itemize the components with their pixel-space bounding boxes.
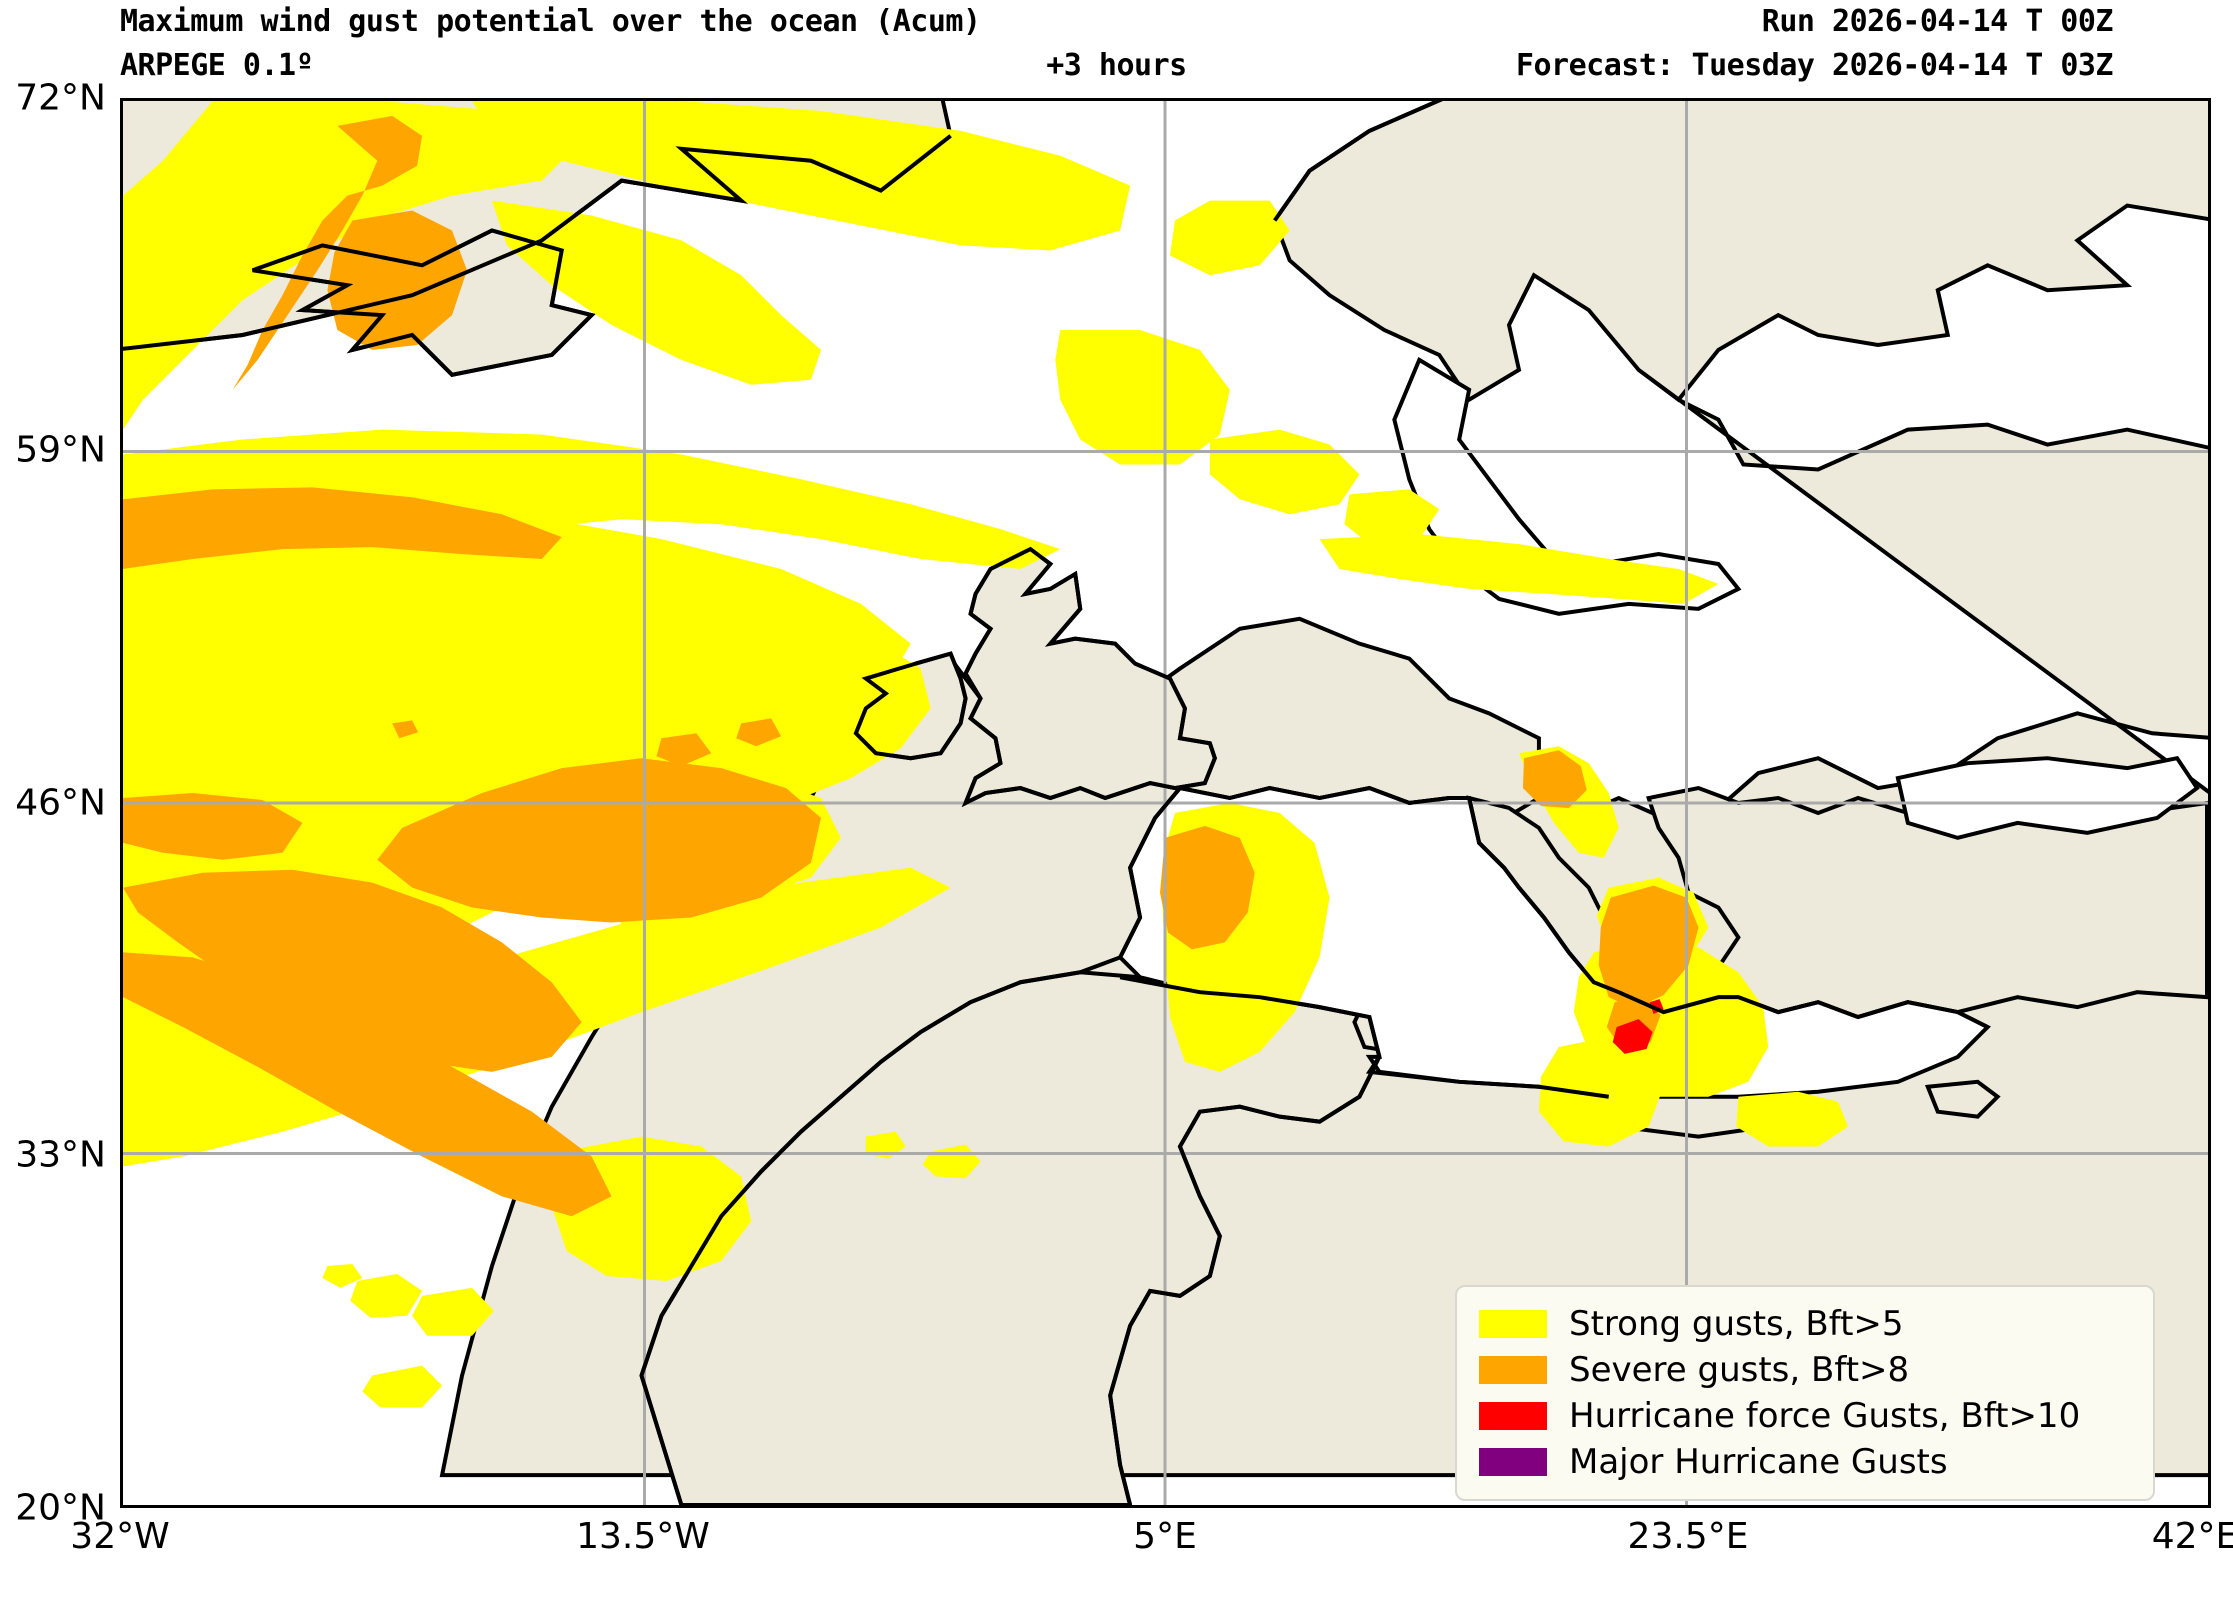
coastline-north-africa: [1119, 975, 1610, 1099]
legend-item-severe[interactable]: Severe gusts, Bft>8: [1479, 1347, 2133, 1393]
lead-time-label: +3 hours: [1046, 48, 1187, 83]
gust-layer-severe: [123, 115, 1699, 1217]
legend-swatch-severe: [1479, 1356, 1547, 1384]
gust-strong-barents: [1169, 200, 1290, 276]
gust-strong-denmark-strait: [123, 101, 582, 430]
legend-item-hurricane[interactable]: Hurricane force Gusts, Bft>10: [1479, 1393, 2133, 1439]
legend-label-severe: Severe gusts, Bft>8: [1569, 1350, 1910, 1390]
gust-strong-kattegat: [1344, 489, 1440, 545]
legend-swatch-major-hurricane: [1479, 1448, 1547, 1476]
gust-strong-canary-a: [350, 1273, 423, 1318]
gust-severe-aegean: [1598, 885, 1699, 1010]
coastline-greenland: [123, 134, 952, 351]
coastline-ireland: [853, 651, 968, 761]
gust-strong-norwegian-sea: [471, 101, 1131, 251]
gust-severe-atlantic-tail: [123, 952, 612, 1217]
x-tick-label-32w: 32°W: [70, 1516, 170, 1557]
gust-strong-baltic-band: [1319, 534, 1719, 604]
legend-label-hurricane: Hurricane force Gusts, Bft>10: [1569, 1396, 2081, 1436]
forecast-label: Forecast: Tuesday 2026-04-14 T 03Z: [1515, 48, 2114, 83]
model-label: ARPEGE 0.1º: [120, 48, 314, 83]
gust-strong-morocco: [551, 1136, 752, 1281]
gust-severe-atlantic-core: [377, 758, 821, 923]
coastline-scandinavia: [1273, 101, 1443, 222]
gust-hurricane-aegean: [1612, 1019, 1653, 1054]
gust-severe-adriatic: [1522, 750, 1587, 808]
run-label: Run 2026-04-14 T 00Z: [1761, 4, 2114, 39]
y-tick-label-33n: 33°N: [15, 1134, 106, 1176]
gust-severe-atlantic-north-band: [123, 487, 562, 569]
page-title: Maximum wind gust potential over the oce…: [120, 4, 981, 39]
gust-strong-levant: [1736, 1091, 1849, 1147]
coastline-iberia-morocco: [639, 955, 1121, 1505]
legend-box[interactable]: Strong gusts, Bft>5 Severe gusts, Bft>8 …: [1455, 1285, 2155, 1501]
gust-severe-speck-b: [656, 733, 712, 767]
lead-time-wrap: +3 hours: [0, 48, 2233, 83]
header-row-top: Maximum wind gust potential over the oce…: [0, 4, 2233, 39]
gust-severe-atlantic-left: [123, 793, 303, 860]
map-svg: [123, 101, 2208, 1505]
land-cyprus: [1924, 1079, 2001, 1119]
legend-label-major-hurricane: Major Hurricane Gusts: [1569, 1442, 1948, 1482]
legend-swatch-strong: [1479, 1310, 1547, 1338]
gust-strong-canary-c: [322, 1264, 363, 1288]
gust-strong-north-sea: [1055, 330, 1230, 465]
y-tick-label-72n: 72°N: [15, 77, 106, 119]
x-tick-label-235e: 23.5°E: [1627, 1516, 1749, 1557]
gust-severe-speck-c: [392, 720, 419, 739]
x-tick-label-135w: 13.5°W: [576, 1516, 710, 1557]
legend-item-major-hurricane[interactable]: Major Hurricane Gusts: [1479, 1439, 2133, 1485]
y-tick-label-46n: 46°N: [15, 782, 106, 824]
gust-severe-denmark-strait: [232, 115, 423, 390]
coastline-iceland: [251, 228, 596, 377]
coastline-sahara-east: [1108, 1056, 1382, 1505]
legend-label-strong: Strong gusts, Bft>5: [1569, 1304, 1904, 1344]
gust-strong-canary-b: [412, 1287, 494, 1336]
x-tick-label-5e: 5°E: [1133, 1516, 1197, 1557]
gust-strong-ionian: [1538, 1037, 1664, 1147]
legend-swatch-hurricane: [1479, 1402, 1547, 1430]
x-tick-label-42e: 42°E: [2151, 1516, 2233, 1557]
coastline-overlay: [123, 101, 1989, 1505]
header-row-bottom: ARPEGE 0.1º Forecast: Tuesday 2026-04-14…: [0, 48, 2233, 83]
gust-severe-speck-a: [736, 718, 782, 747]
y-tick-label-59n: 59°N: [15, 429, 106, 471]
coastline-britain: [961, 546, 1217, 808]
gust-strong-skagerrak: [1209, 429, 1360, 515]
map-plot-area[interactable]: [120, 98, 2211, 1508]
chart-header: Maximum wind gust potential over the oce…: [0, 0, 2233, 98]
y-tick-label-20n: 20°N: [15, 1487, 106, 1529]
coastline-aegean-turkey: [1617, 990, 1989, 1029]
coastline-mediterranean-europe: [1118, 785, 1620, 995]
gust-strong-north-norway: [491, 200, 821, 385]
gust-strong-madeira: [362, 1365, 443, 1408]
gust-severe-atlantic-core2: [123, 869, 582, 1072]
gust-strong-gibraltar-spot: [865, 1131, 906, 1159]
gust-severe-gulf-of-lion: [1160, 825, 1255, 950]
legend-item-strong[interactable]: Strong gusts, Bft>5: [1479, 1301, 2133, 1347]
